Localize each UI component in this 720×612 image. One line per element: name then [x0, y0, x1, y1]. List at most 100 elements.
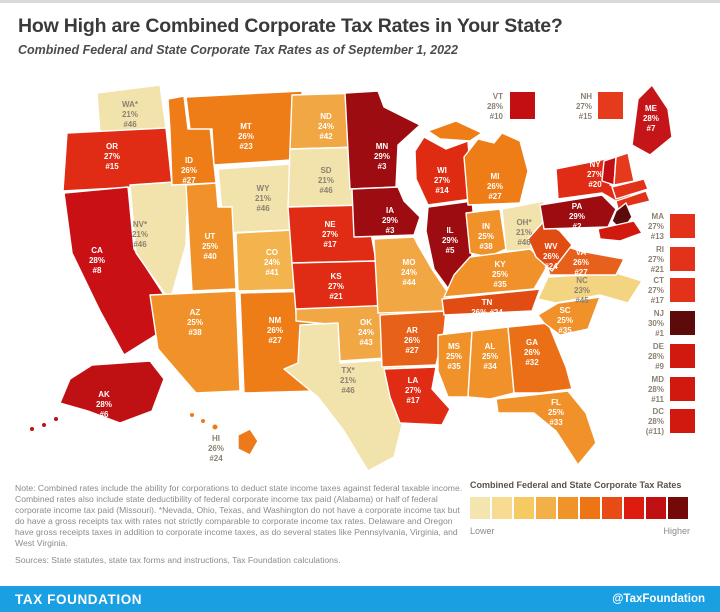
svg-text:ND: ND: [320, 112, 332, 121]
state-shape-MO: [373, 236, 449, 314]
legend-swatch: [624, 497, 644, 519]
svg-text:#27: #27: [488, 192, 502, 201]
svg-text:#44: #44: [402, 278, 416, 287]
svg-text:21%: 21%: [340, 376, 356, 385]
svg-text:#5: #5: [446, 246, 455, 255]
svg-text:#17: #17: [323, 240, 337, 249]
header: How High are Combined Corporate Tax Rate…: [18, 15, 708, 57]
svg-text:27%: 27%: [434, 176, 450, 185]
svg-text:OH*: OH*: [516, 218, 532, 227]
svg-text:WV: WV: [545, 242, 559, 251]
svg-text:27%: 27%: [576, 102, 592, 111]
svg-text:DC: DC: [652, 407, 664, 416]
note-text: Note: Combined rates include the ability…: [15, 483, 463, 548]
legend-swatch: [536, 497, 556, 519]
svg-text:MT: MT: [240, 122, 252, 131]
svg-text:27%: 27%: [648, 222, 664, 231]
svg-text:OK: OK: [360, 318, 372, 327]
state-label-TX: TX*21%#46: [340, 366, 356, 395]
svg-text:NJ: NJ: [654, 309, 664, 318]
svg-text:28%: 28%: [643, 114, 659, 123]
svg-text:23%: 23%: [574, 286, 590, 295]
svg-text:#38: #38: [188, 328, 202, 337]
svg-text:25%: 25%: [202, 242, 218, 251]
svg-text:#43: #43: [359, 338, 373, 347]
svg-text:26%: 26%: [573, 258, 589, 267]
svg-text:UT: UT: [205, 232, 216, 241]
state-shape-TN: [441, 288, 541, 316]
svg-text:#27: #27: [268, 336, 282, 345]
svg-text:MA: MA: [652, 212, 665, 221]
svg-text:#6: #6: [100, 410, 109, 419]
legend-axis-labels: Lower Higher: [470, 526, 690, 536]
state-shape-IA: [351, 186, 421, 238]
svg-text:26%: 26%: [238, 132, 254, 141]
svg-text:#46: #46: [256, 204, 270, 213]
legend-swatch: [646, 497, 666, 519]
svg-text:26%: 26%: [404, 336, 420, 345]
svg-text:NC: NC: [576, 276, 588, 285]
svg-text:#24: #24: [209, 454, 223, 463]
svg-text:#38: #38: [479, 242, 493, 251]
state-label-NV: NV*21%#46: [132, 220, 148, 249]
svg-text:29%: 29%: [382, 216, 398, 225]
state-shape-NC: [537, 272, 643, 304]
state-shape-PA: [539, 194, 617, 230]
state-shape-ME: [631, 84, 673, 156]
state-shapes: [30, 84, 673, 472]
state-shape-AK: [42, 423, 46, 427]
svg-text:#24: #24: [544, 262, 558, 271]
svg-text:#13: #13: [651, 232, 665, 241]
svg-text:NY: NY: [589, 160, 601, 169]
svg-text:25%: 25%: [557, 316, 573, 325]
state-shape-LA: [383, 366, 451, 426]
svg-text:21%: 21%: [516, 228, 532, 237]
state-shape-HI: [237, 428, 259, 456]
svg-text:#46: #46: [123, 120, 137, 129]
svg-text:#46: #46: [517, 238, 531, 247]
svg-text:#23: #23: [239, 142, 253, 151]
svg-text:#35: #35: [558, 326, 572, 335]
state-swatch-NH: [598, 92, 623, 119]
svg-text:#17: #17: [406, 396, 420, 405]
svg-text:24%: 24%: [264, 258, 280, 267]
svg-text:29%: 29%: [569, 212, 585, 221]
legend-swatch: [514, 497, 534, 519]
svg-text:KS: KS: [330, 272, 342, 281]
state-shape-AK: [59, 360, 165, 424]
svg-text:MS: MS: [448, 342, 461, 351]
svg-text:IN: IN: [482, 222, 490, 231]
svg-text:MN: MN: [376, 142, 389, 151]
svg-text:CA: CA: [91, 246, 103, 255]
svg-text:MD: MD: [652, 375, 665, 384]
legend-swatch: [602, 497, 622, 519]
svg-text:NE: NE: [324, 220, 336, 229]
svg-text:AL: AL: [485, 342, 496, 351]
svg-text:28%: 28%: [96, 400, 112, 409]
svg-text:21%: 21%: [132, 230, 148, 239]
svg-text:29%: 29%: [374, 152, 390, 161]
svg-text:VT: VT: [493, 92, 503, 101]
svg-text:25%: 25%: [482, 352, 498, 361]
svg-text:NV*: NV*: [133, 220, 148, 229]
state-label-OH: OH*21%#46: [516, 218, 532, 247]
page-title: How High are Combined Corporate Tax Rate…: [18, 15, 563, 37]
